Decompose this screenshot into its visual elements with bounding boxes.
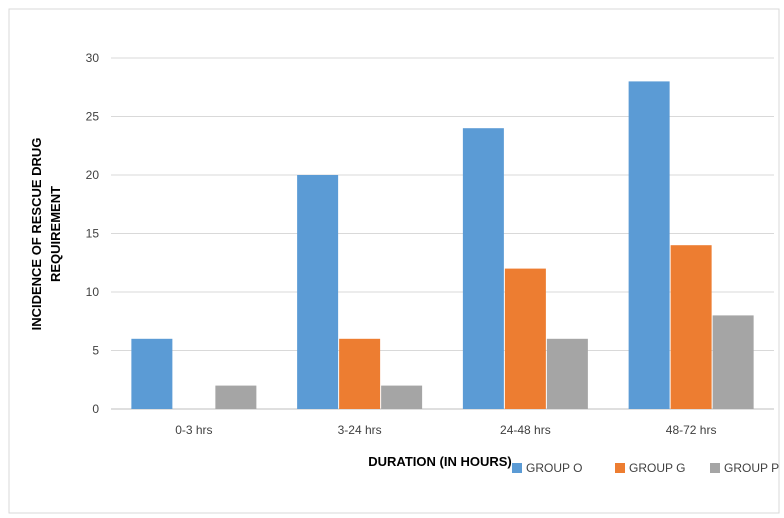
x-tick-label: 24-48 hrs [500,423,551,437]
legend: GROUP O GROUP G GROUP P [512,461,779,475]
y-axis-title-line-2: REQUIREMENT [48,186,63,282]
y-axis-title-line-1: INCIDENCE OF RESCUE DRUG [29,138,44,331]
legend-label: GROUP O [526,461,582,475]
y-tick-label: 5 [92,344,99,358]
y-tick-label: 20 [86,168,100,182]
bar-group-p [215,385,257,409]
x-tick-label: 48-72 hrs [666,423,717,437]
y-tick-label: 25 [86,110,100,124]
bar-group-p [546,338,588,409]
bar-group-g [504,268,546,409]
legend-label: GROUP G [629,461,685,475]
x-tick-label: 3-24 hrs [338,423,382,437]
bar-group-p [712,315,754,409]
bar-group-o [628,81,670,410]
bar-group-g [670,245,712,409]
x-axis-title: DURATION (IN HOURS) [368,454,511,469]
bar-group-o [131,338,173,409]
legend-swatch [512,463,522,473]
legend-swatch [615,463,625,473]
y-tick-label: 0 [92,402,99,416]
y-tick-label: 15 [86,227,100,241]
bar-group-o [297,175,339,409]
bar-group-g [339,338,381,409]
x-tick-label: 0-3 hrs [175,423,212,437]
x-axis-ticks: 0-3 hrs 3-24 hrs 24-48 hrs 48-72 hrs [175,423,716,437]
y-axis-ticks: 0 5 10 15 20 25 30 [86,51,100,416]
y-tick-label: 30 [86,51,100,65]
bar-group-p [381,385,423,409]
y-tick-label: 10 [86,285,100,299]
bars [131,81,754,410]
bar-group-o [462,128,504,409]
legend-swatch [710,463,720,473]
legend-label: GROUP P [724,461,779,475]
